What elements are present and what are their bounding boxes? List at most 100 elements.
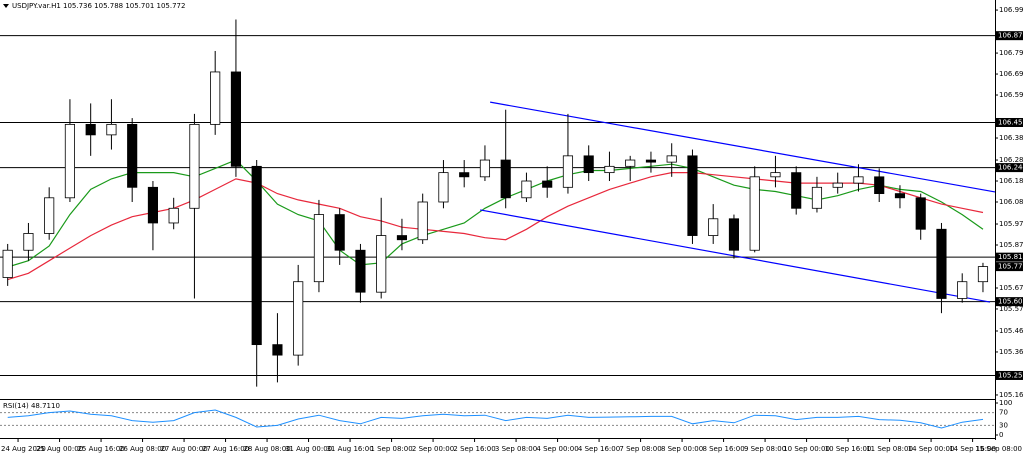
level-label-box [996, 31, 1023, 41]
rsi-tick-label: 70 [999, 409, 1008, 417]
y-tick-label: 106.080 [999, 198, 1024, 206]
candle-body [251, 165, 262, 346]
candle-body [189, 123, 200, 209]
candle-body [168, 207, 179, 224]
x-tick-label: 1 Sep 08:00 [370, 445, 412, 453]
x-tick-label: 8 Sep 16:00 [702, 445, 744, 453]
candle-body [811, 186, 823, 209]
level-label: 106.244 [998, 164, 1024, 172]
candle-body [479, 159, 491, 178]
candle-body [210, 71, 221, 125]
level-label-box [996, 163, 1023, 173]
candle-body [334, 214, 345, 251]
x-tick-label: 9 Sep 08:00 [744, 445, 786, 453]
rsi-tick-label: 0 [999, 431, 1003, 439]
x-tick-label: 15 Sep 08:00 [975, 445, 1022, 453]
current-price-label: 105.772 [998, 263, 1024, 271]
x-tick-label: 14 Sep 00:00 [908, 445, 955, 453]
level-label-box [996, 370, 1023, 380]
candle-body [355, 249, 366, 293]
y-tick-label: 106.280 [999, 156, 1024, 164]
level-label: 105.253 [998, 371, 1024, 379]
level-label-box [996, 252, 1023, 262]
y-tick-label: 106.690 [999, 70, 1024, 78]
y-tick-label: 106.590 [999, 91, 1024, 99]
level-label: 106.873 [998, 32, 1024, 40]
candle-body [376, 235, 387, 293]
candle-body [645, 159, 657, 163]
y-tick-label: 106.995 [999, 6, 1024, 14]
level-label-box [996, 117, 1023, 127]
menu-triangle [3, 4, 9, 8]
y-tick-label: 105.160 [999, 391, 1024, 399]
candle-body [396, 235, 408, 241]
x-tick-label: 27 Aug 16:00 [202, 445, 249, 453]
y-tick-label: 106.385 [999, 134, 1024, 142]
x-tick-label: 26 Aug 08:00 [119, 445, 166, 453]
y-tick-label: 105.670 [999, 284, 1024, 292]
candle-body [521, 180, 532, 199]
candle-body [853, 176, 864, 184]
y-tick-label: 105.570 [999, 305, 1024, 313]
x-tick-label: 4 Sep 00:00 [536, 445, 578, 453]
candle-body [230, 71, 242, 167]
y-tick-label: 106.790 [999, 49, 1024, 57]
y-tick-label: 105.465 [999, 327, 1024, 335]
candle-body [23, 233, 34, 251]
x-tick-label: 2 Sep 00:00 [412, 445, 454, 453]
y-tick-label: 106.180 [999, 177, 1024, 185]
candle-body [583, 155, 594, 174]
channel-line [490, 101, 996, 193]
rsi-label: RSI(14) 48.7110 [3, 402, 60, 410]
candle-body [728, 218, 740, 251]
candle-body [459, 172, 470, 178]
channel-line [480, 209, 991, 303]
x-tick-label: 3 Sep 08:00 [495, 445, 537, 453]
candle-body [438, 172, 449, 203]
x-tick-label: 25 Aug 16:00 [77, 445, 124, 453]
candle-body [791, 172, 802, 209]
candle-body [604, 165, 615, 174]
x-tick-label: 10 Sep 16:00 [825, 445, 872, 453]
x-tick-label: 11 Sep 08:00 [866, 445, 913, 453]
x-tick-label: 7 Sep 08:00 [619, 445, 661, 453]
candle-body [936, 228, 947, 299]
candle-body [874, 176, 885, 195]
chart-title: USDJPY.var.H1 105.736 105.788 105.701 10… [12, 2, 185, 10]
candle-body [500, 159, 511, 199]
candle-body [542, 180, 553, 188]
x-tick-label: 2 Sep 16:00 [453, 445, 495, 453]
candle-body [770, 172, 781, 178]
x-tick-label: 10 Sep 00:00 [783, 445, 830, 453]
candle-body [293, 281, 304, 356]
x-tick-label: 27 Aug 00:00 [160, 445, 207, 453]
candle-body [687, 155, 698, 236]
candle-body [625, 159, 636, 167]
level-label: 105.605 [998, 298, 1024, 306]
candle-body [562, 155, 574, 188]
level-label: 105.817 [998, 253, 1024, 261]
candle-body [832, 182, 843, 188]
candle-body [708, 218, 719, 236]
level-label: 106.459 [998, 118, 1024, 126]
candle-body [749, 176, 760, 251]
candle-body [894, 193, 906, 199]
x-tick-label: 24 Aug 2020 [1, 445, 46, 453]
candle-body [106, 123, 117, 136]
x-tick-label: 14 Sep 16:00 [949, 445, 996, 453]
candle-body [272, 344, 283, 356]
rsi-line [7, 409, 984, 429]
candle-body [64, 123, 75, 199]
candle-body [85, 123, 96, 136]
y-tick-label: 105.875 [999, 241, 1024, 249]
level-label-box [996, 297, 1023, 307]
x-tick-label: 25 Aug 00:00 [36, 445, 83, 453]
candle-body [417, 201, 428, 241]
candle-body [666, 155, 677, 163]
x-tick-label: 4 Sep 16:00 [578, 445, 620, 453]
x-tick-label: 31 Aug 16:00 [326, 445, 373, 453]
candle-body [977, 266, 989, 283]
current-price-box [996, 262, 1023, 272]
y-tick-label: 105.365 [999, 348, 1024, 356]
